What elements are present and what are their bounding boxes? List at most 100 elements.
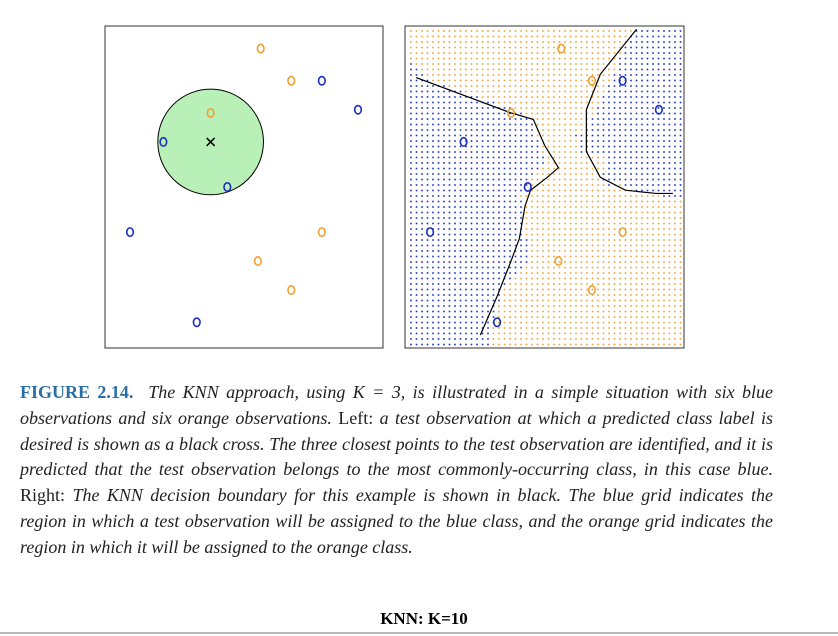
grid-dot bbox=[668, 85, 671, 87]
grid-dot bbox=[580, 30, 583, 32]
grid-dot bbox=[536, 200, 539, 203]
grid-dot bbox=[487, 134, 489, 137]
grid-dot bbox=[525, 294, 528, 296]
grid-dot bbox=[679, 222, 682, 225]
grid-dot bbox=[580, 178, 583, 181]
grid-dot bbox=[558, 299, 561, 302]
grid-dot bbox=[415, 200, 418, 203]
grid-dot bbox=[542, 68, 544, 71]
grid-dot bbox=[432, 343, 434, 346]
grid-dot bbox=[608, 217, 610, 219]
grid-dot bbox=[454, 57, 456, 60]
grid-dot bbox=[432, 189, 434, 192]
observation bbox=[618, 227, 627, 238]
grid-dot bbox=[465, 228, 467, 230]
grid-dot bbox=[492, 145, 495, 148]
grid-dot bbox=[646, 272, 649, 274]
grid-dot bbox=[410, 30, 412, 32]
grid-dot bbox=[465, 200, 467, 203]
grid-dot bbox=[624, 68, 627, 71]
grid-dot bbox=[503, 305, 506, 307]
grid-dot bbox=[520, 195, 522, 197]
grid-dot bbox=[602, 30, 605, 32]
grid-dot bbox=[536, 195, 539, 197]
grid-dot bbox=[679, 316, 682, 318]
grid-dot bbox=[679, 200, 682, 203]
grid-dot bbox=[481, 112, 484, 115]
grid-dot bbox=[668, 200, 671, 203]
grid-dot bbox=[481, 250, 484, 252]
grid-dot bbox=[591, 327, 594, 329]
grid-dot bbox=[454, 283, 456, 285]
grid-dot bbox=[646, 79, 649, 82]
grid-dot bbox=[487, 195, 489, 197]
grid-dot bbox=[553, 68, 555, 71]
grid-dot bbox=[564, 321, 566, 324]
grid-dot bbox=[481, 118, 484, 120]
grid-dot bbox=[663, 184, 665, 186]
grid-dot bbox=[652, 250, 654, 252]
grid-dot bbox=[470, 85, 473, 87]
grid-dot bbox=[674, 343, 676, 346]
grid-dot bbox=[465, 184, 467, 186]
grid-dot bbox=[646, 255, 649, 258]
caption-text: a test observation at which a predicted … bbox=[20, 407, 774, 480]
grid-dot bbox=[580, 233, 583, 236]
grid-dot bbox=[597, 178, 599, 181]
grid-dot bbox=[415, 217, 418, 219]
grid-dot bbox=[531, 129, 533, 131]
grid-dot bbox=[470, 140, 473, 142]
grid-dot bbox=[608, 30, 610, 32]
grid-dot bbox=[498, 63, 500, 65]
grid-dot bbox=[575, 321, 577, 324]
grid-dot bbox=[492, 123, 495, 126]
grid-dot bbox=[591, 288, 594, 291]
grid-dot bbox=[415, 41, 418, 43]
grid-dot bbox=[663, 228, 665, 230]
grid-dot bbox=[674, 52, 676, 54]
grid-dot bbox=[575, 200, 577, 203]
grid-dot bbox=[553, 283, 555, 285]
grid-dot bbox=[591, 52, 594, 54]
grid-dot bbox=[619, 283, 621, 285]
grid-dot bbox=[569, 305, 572, 307]
grid-dot bbox=[536, 310, 539, 313]
grid-dot bbox=[487, 338, 489, 340]
grid-dot bbox=[410, 52, 412, 54]
grid-dot bbox=[509, 299, 511, 302]
grid-dot bbox=[481, 140, 484, 142]
grid-dot bbox=[646, 178, 649, 181]
grid-dot bbox=[635, 244, 638, 247]
grid-dot bbox=[575, 222, 577, 225]
grid-dot bbox=[410, 156, 412, 159]
grid-dot bbox=[476, 85, 478, 87]
grid-dot bbox=[558, 57, 561, 60]
grid-dot bbox=[536, 272, 539, 274]
grid-dot bbox=[569, 310, 572, 313]
grid-dot bbox=[481, 206, 484, 208]
grid-dot bbox=[410, 167, 412, 170]
grid-dot bbox=[624, 244, 627, 247]
grid-dot bbox=[410, 178, 412, 181]
grid-dot bbox=[657, 145, 660, 148]
grid-dot bbox=[569, 332, 572, 335]
grid-dot bbox=[674, 189, 676, 192]
grid-dot bbox=[492, 52, 495, 54]
grid-dot bbox=[663, 57, 665, 60]
grid-dot bbox=[619, 134, 621, 137]
grid-dot bbox=[635, 272, 638, 274]
grid-dot bbox=[443, 277, 445, 280]
grid-dot bbox=[470, 343, 473, 346]
grid-dot bbox=[569, 63, 572, 65]
grid-dot bbox=[547, 118, 550, 120]
grid-dot bbox=[454, 35, 456, 38]
grid-dot bbox=[459, 233, 462, 236]
grid-dot bbox=[503, 30, 506, 32]
grid-dot bbox=[602, 90, 605, 93]
grid-dot bbox=[580, 261, 583, 263]
grid-dot bbox=[509, 321, 511, 324]
grid-dot bbox=[470, 35, 473, 38]
grid-dot bbox=[498, 277, 500, 280]
grid-dot bbox=[646, 261, 649, 263]
grid-dot bbox=[459, 321, 462, 324]
